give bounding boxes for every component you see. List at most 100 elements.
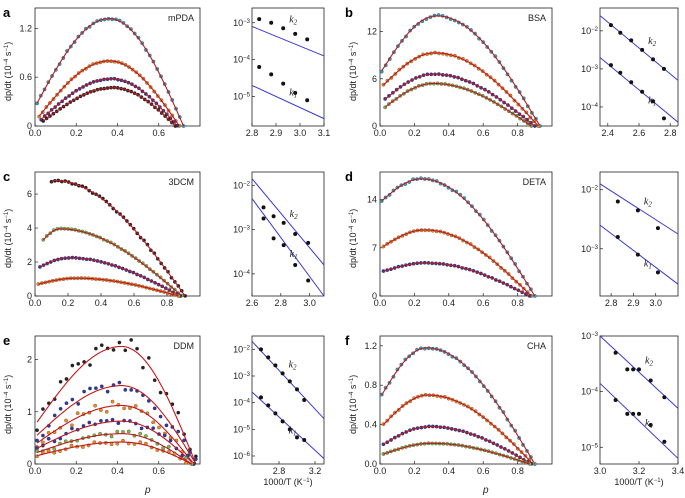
arr-y-tick-label: 10−6 xyxy=(233,451,251,461)
data-point xyxy=(126,429,131,434)
arr-y-tick-label: 10−3 xyxy=(233,371,251,381)
data-point xyxy=(58,379,63,384)
fit-curve xyxy=(38,60,180,127)
data-point xyxy=(88,386,92,391)
arr-y-tick-label: 10−4 xyxy=(233,269,251,279)
fit-curve xyxy=(42,87,176,127)
x-tick-label: 0.6 xyxy=(477,128,490,138)
data-point xyxy=(99,418,103,423)
data-point xyxy=(109,434,114,439)
arrhenius-point xyxy=(625,411,630,416)
y-tick-label: 0.8 xyxy=(364,380,377,390)
main-plot-frame xyxy=(379,335,553,465)
x-tick-label: 0.6 xyxy=(477,298,490,308)
panel-letter: e xyxy=(3,333,10,348)
panel-letter: a xyxy=(3,5,11,20)
fit-curve xyxy=(383,52,539,127)
x-tick-label: 0.4 xyxy=(111,466,124,476)
arrhenius-point xyxy=(281,26,286,31)
arrhenius-fit-line xyxy=(251,84,325,120)
sample-label: DDM xyxy=(174,341,195,351)
data-point xyxy=(94,346,98,351)
x-tick-label: 0.8 xyxy=(511,466,524,476)
data-point xyxy=(139,426,144,431)
panel-letter: b xyxy=(345,5,353,20)
y-axis-label: dp/dt (10−4 s−1) xyxy=(3,375,13,434)
y-tick-label: 0.0 xyxy=(364,459,377,469)
arrhenius-point xyxy=(608,63,613,68)
arr-x-tick-label: 2.8 xyxy=(275,298,288,308)
arrhenius-point xyxy=(287,379,292,384)
y-tick-label: 0 xyxy=(27,459,32,469)
data-point xyxy=(129,388,134,392)
data-point xyxy=(110,417,115,422)
arrhenius-fit-line xyxy=(251,178,325,266)
y-axis-label: dp/dt (10−4 s−1) xyxy=(348,375,358,434)
fit-curve xyxy=(38,277,179,297)
arr-y-tick-label: 10−5 xyxy=(581,442,599,452)
arrhenius-point xyxy=(629,80,634,85)
arrhenius-point xyxy=(273,363,278,368)
data-point xyxy=(117,380,122,385)
arrhenius-point xyxy=(295,387,299,392)
arrhenius-point xyxy=(662,439,667,444)
x-tick-label: 0.4 xyxy=(111,128,124,138)
k2-label: k2 xyxy=(644,196,652,208)
k1-label: k1 xyxy=(290,249,298,261)
arr-x-tick-label: 2.8 xyxy=(246,128,259,138)
data-point xyxy=(141,365,145,370)
k1-label: k1 xyxy=(289,425,297,437)
arrhenius-point xyxy=(655,270,660,275)
panel-d: d 0.0 0.2 0.4 0.6 0.8 0 7 14 dp/dt (10−4 s−1) DETA… xyxy=(345,169,679,308)
arrhenius-point xyxy=(305,37,310,42)
data-point xyxy=(151,426,156,430)
fit-curve xyxy=(36,433,193,465)
fit-curve xyxy=(36,385,197,465)
data-point xyxy=(157,425,161,430)
arrhenius-point xyxy=(640,89,645,94)
arr-x-tick-label: 3.1 xyxy=(318,128,331,138)
data-point xyxy=(64,377,69,381)
y-tick-label: 12 xyxy=(367,27,377,37)
fit-curve xyxy=(36,404,195,465)
arrhenius-point xyxy=(655,226,660,231)
arrhenius-point xyxy=(661,66,666,71)
arr-x-tick-label: 3.0 xyxy=(294,128,307,138)
arr-y-tick-label: 10−4 xyxy=(581,387,599,397)
k1-label: k1 xyxy=(289,88,297,100)
sample-label: DETA xyxy=(523,177,546,187)
data-point xyxy=(58,406,63,411)
arrhenius-point xyxy=(625,367,630,372)
fit-curve xyxy=(381,347,536,465)
arrhenius-point xyxy=(281,81,286,86)
data-point xyxy=(93,403,97,408)
data-point xyxy=(82,389,86,394)
data-point xyxy=(133,404,138,408)
x-tick-label: 0.0 xyxy=(29,298,42,308)
x-tick-label: 0.2 xyxy=(70,466,83,476)
panel-a: a 0.0 0.2 0.4 0.6 0 0.6 1.2 dp/dt (10−4 s−1) mPDA… xyxy=(3,5,330,138)
y-tick-label: 6 xyxy=(27,189,32,199)
x-tick-label: 0.4 xyxy=(95,298,108,308)
k2-label: k2 xyxy=(289,359,297,371)
arr-x-tick-label: 3.2 xyxy=(309,466,322,476)
sample-label: BSA xyxy=(528,13,546,23)
arrhenius-point xyxy=(271,214,276,219)
data-point xyxy=(158,414,163,419)
x-tick-label: 0.2 xyxy=(408,298,421,308)
arr-x-tick-label: 2.4 xyxy=(602,128,615,138)
x-tick-label: 0.4 xyxy=(443,466,456,476)
data-point xyxy=(176,410,181,415)
arrhenius-point xyxy=(273,411,278,416)
y-tick-label: 2 xyxy=(27,257,32,267)
panel-letter: f xyxy=(345,333,350,348)
data-point xyxy=(76,361,81,366)
arr-x-axis-label: 1000/T (K−1) xyxy=(614,477,663,487)
k1-label: k1 xyxy=(645,418,653,430)
arrhenius-fit-line xyxy=(251,198,325,297)
x-tick-label: 0.6 xyxy=(152,128,165,138)
arrhenius-point xyxy=(635,252,640,257)
data-point xyxy=(146,399,151,403)
arr-y-tick-label: 10−2 xyxy=(581,26,599,36)
arrhenius-point xyxy=(662,395,667,400)
